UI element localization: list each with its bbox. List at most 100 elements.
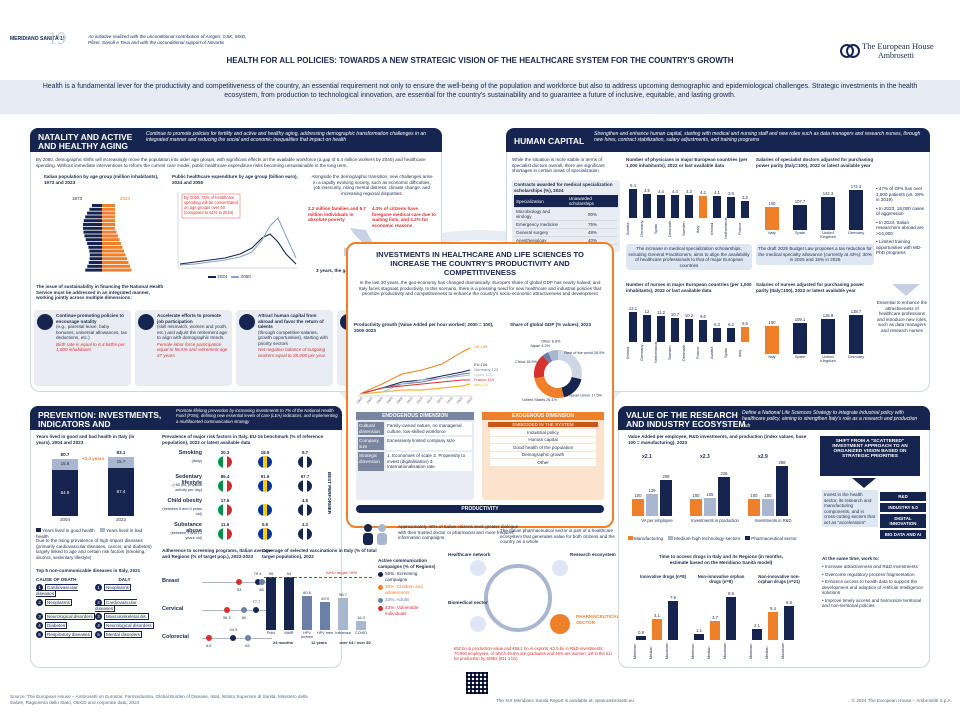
lived-good-value: 67.4	[116, 489, 126, 495]
bar-value-label: 10.7	[670, 311, 680, 317]
flag-icon	[218, 528, 232, 540]
access-value: 0.8	[638, 629, 644, 635]
legend-swatch-2024	[208, 276, 216, 278]
shift-arrow-icon	[852, 478, 876, 488]
va-legend: Manufacturing Medium-high technology sect…	[628, 536, 808, 542]
va-legend-swatch	[628, 536, 633, 540]
va-value: 288	[778, 460, 786, 466]
qr-code[interactable]	[466, 672, 488, 694]
bar-category-label: Sweden	[667, 345, 672, 361]
top5-cause: 2 Neoplasms	[36, 598, 95, 612]
bar-category-label: Germany	[639, 220, 644, 238]
year-tick-label: 2012	[416, 396, 424, 404]
people-icon-svg	[363, 524, 387, 545]
natality-lead: By 2050, demographic shifts will increas…	[36, 157, 426, 168]
page-title: HEALTH FOR ALL POLICIES: TOWARDS A NEW S…	[226, 56, 734, 65]
screening-marker	[244, 635, 251, 641]
pyramid-bar-1973	[87, 211, 102, 215]
pyramid-bar-2023	[102, 211, 115, 215]
contracts-value: 75%	[566, 220, 618, 229]
rank-badge: 1	[95, 584, 102, 591]
access-group-title: Innovative drugs (n=8)	[640, 574, 686, 579]
flag-icon	[258, 456, 272, 468]
pyramid-bar-2023	[102, 226, 115, 230]
flag-stripe	[267, 528, 272, 540]
risk-sub: (between 5 and 9 years old)	[162, 507, 202, 516]
va-bar	[762, 498, 774, 516]
pyramid-bar-1973	[85, 268, 102, 272]
top5-row: 1 Cardiovascular diseases 1 Neoplasms	[36, 584, 154, 597]
flag-stripe	[222, 480, 228, 492]
spend-legend: 2024 2050	[208, 274, 251, 280]
screening-value: 35.3	[222, 615, 231, 620]
brand-mark-icon	[840, 44, 860, 58]
research-header: VALUE OF THE RESEARCH AND INDUSTRY ECOSY…	[618, 406, 930, 430]
bar-value-label: 3.2	[742, 194, 748, 200]
risk-value: 18.9	[260, 450, 270, 455]
nurses-title: Number of nurses in major European count…	[626, 282, 752, 293]
footer-report[interactable]: The XIX Meridiano Sanità Report is avail…	[496, 698, 634, 703]
productivity-chart: UK 159 EU 126 Germany 123 Spain 121 France 1…	[352, 338, 502, 408]
accelerator-item: BIG DATA AND AI	[880, 530, 926, 539]
bar	[629, 312, 637, 342]
risk-value: 4.5	[301, 498, 309, 503]
screening-value: 53	[236, 587, 242, 592]
contracts-box: Contracts awarded for medical specializa…	[512, 180, 620, 252]
bar	[713, 327, 721, 342]
vacc-category: HPV men	[316, 631, 334, 635]
brand-line2: Ambrosetti	[878, 51, 914, 60]
gp-point: • Limited training opportunities with MD…	[876, 239, 922, 255]
flag-stripe	[227, 528, 232, 540]
lived-total-value: 83.1	[116, 449, 126, 455]
legend-bad: Years lived in bad health	[36, 528, 143, 539]
campaign-text: 56%: Screening campaigns	[385, 571, 418, 582]
top5-head-cause: CAUSE OF DEATH	[36, 577, 77, 582]
campaign-item: 38%: Children and adolescents	[378, 584, 440, 595]
flag-stripe	[222, 504, 228, 516]
endogenous-box: ENDOGENOUS DIMENSION Cultural dimension F…	[356, 412, 474, 500]
gdp-slice	[558, 350, 582, 380]
eco-biomedical: Biomedical sector	[448, 600, 488, 605]
bar-category-label: Austria	[625, 222, 630, 236]
bar	[713, 196, 721, 218]
access-category: Minimum	[633, 643, 637, 659]
nurse-salary-chart: 100 Italy 109.1 Spain 125.9 United Kingdom 138…	[758, 304, 870, 366]
bar-value-label: 9.6	[700, 314, 706, 320]
va-value: 100	[634, 492, 642, 498]
top5-cause: 1 Cardiovascular diseases	[36, 584, 95, 597]
bar-value-label: 6.3	[714, 321, 720, 327]
va-bar	[776, 466, 788, 516]
pyramid-bar-2023	[102, 230, 117, 234]
campaign-text: 43%: Vulnerable individuals	[385, 605, 419, 616]
rank-badge: 2	[95, 598, 102, 606]
screening-value: 77.7	[252, 599, 261, 604]
top5-cause: 3 Neurological disorders	[36, 613, 95, 620]
endo-row: Cultural dimension Family-owned nature, n…	[358, 422, 472, 435]
flag-stripe	[262, 528, 268, 540]
action-body: (through competitive salaries, growth op…	[258, 329, 328, 346]
endo-row: Company size Excessively limited company …	[358, 437, 472, 450]
access-value: 7.6	[670, 595, 676, 601]
gdp-donut: Rest of the world 28.5% European Union 17…	[508, 334, 610, 410]
contracts-value: 48%	[566, 228, 618, 237]
same-time-item: • Increase attractiveness and R&D invest…	[822, 564, 918, 569]
italians-note: Approximately 40% of Italian citizens se…	[398, 524, 519, 540]
action-title: Attract human capital from abroad and fa…	[258, 313, 324, 329]
bar	[657, 316, 665, 342]
vacc-category: HPV women	[300, 631, 314, 639]
campaign-bullet-icon	[378, 572, 383, 577]
bar-value-label: 4.4	[658, 188, 664, 194]
action-title: Continue promoting policies to encourage…	[56, 313, 124, 324]
essential-arrow-icon	[892, 284, 920, 296]
gdp-slice-label: United States 26.1%	[522, 398, 557, 402]
va-legend-swatch	[668, 536, 674, 540]
intro-text: Health is a fundamental lever for the pr…	[42, 83, 918, 99]
endo-row-label: Strategic dimension	[358, 452, 384, 471]
top5-cause-text: Cardiovascular diseases	[36, 584, 78, 597]
natality-action: Attract human capital from abroad and fa…	[236, 310, 333, 386]
exo-item: Human capital	[490, 436, 596, 443]
top5-row: 4 Diabetes 4 Neurological disorders	[36, 622, 154, 629]
access-category: Median	[765, 646, 769, 659]
contracts-title: Contracts awarded for medical specializa…	[514, 182, 613, 193]
flag-icon	[218, 456, 232, 468]
